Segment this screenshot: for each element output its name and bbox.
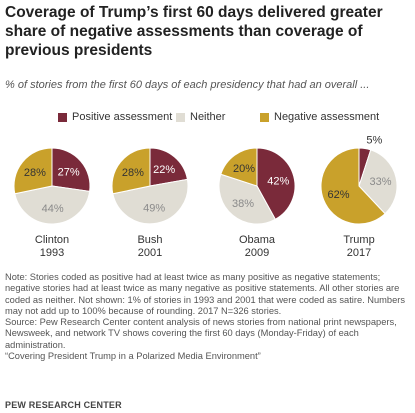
- pie-label-name: Obama: [239, 234, 276, 246]
- pie-label-year: 1993: [40, 247, 64, 259]
- legend: Positive assessment Neither Negative ass…: [0, 111, 415, 127]
- note-text: Note: Stories coded as positive had at l…: [5, 272, 406, 316]
- slice-obama-negative: [220, 147, 258, 187]
- label-obama-negative: 20%: [233, 163, 255, 175]
- label-clinton-negative: 28%: [24, 167, 46, 179]
- label-trump-neither: 33%: [369, 176, 391, 188]
- pie-label-name: Trump: [343, 234, 374, 246]
- label-clinton-neither: 44%: [42, 203, 64, 215]
- report-title: “Covering President Trump in a Polarized…: [5, 351, 261, 362]
- slice-clinton-negative: [13, 147, 53, 195]
- notes: Note: Stories coded as positive had at l…: [5, 272, 415, 362]
- label-clinton-positive: 27%: [58, 167, 80, 179]
- legend-swatch-negative: [260, 112, 269, 122]
- label-obama-positive: 42%: [267, 176, 289, 188]
- slice-bush-positive: [149, 147, 188, 187]
- slice-bush-negative: [111, 147, 151, 195]
- source-org: PEW RESEARCH CENTER: [5, 400, 122, 410]
- slice-obama-neither: [218, 173, 276, 225]
- legend-item-positive: Positive assessment: [58, 111, 172, 123]
- pie-label-name: Clinton: [35, 234, 69, 246]
- label-bush-positive: 22%: [153, 164, 175, 176]
- source-text: Source: Pew Research Center content anal…: [5, 317, 397, 350]
- chart-title: Coverage of Trump’s first 60 days delive…: [5, 4, 383, 59]
- slice-clinton-neither: [14, 185, 91, 225]
- label-obama-neither: 38%: [232, 198, 254, 210]
- legend-label-negative: Negative assessment: [274, 111, 380, 123]
- legend-swatch-neither: [176, 112, 185, 122]
- slice-trump-neither: [358, 149, 398, 215]
- slice-bush-neither: [112, 178, 189, 225]
- legend-swatch-positive: [58, 112, 67, 122]
- label-bush-neither: 49%: [143, 203, 165, 215]
- pie-label-year: 2001: [138, 247, 162, 259]
- pie-label-year: 2017: [347, 247, 371, 259]
- label-trump-positive: 5%: [366, 135, 382, 147]
- legend-item-negative: Negative assessment: [260, 111, 379, 123]
- pie-label-year: 2009: [245, 247, 269, 259]
- slice-trump-negative: [320, 147, 386, 225]
- slice-obama-positive: [256, 147, 296, 220]
- chart-subtitle: % of stories from the first 60 days of e…: [5, 79, 370, 91]
- legend-label-positive: Positive assessment: [72, 111, 173, 123]
- legend-item-neither: Neither: [176, 111, 225, 123]
- slice-clinton-positive: [51, 147, 91, 192]
- label-bush-negative: 28%: [122, 167, 144, 179]
- legend-label-neither: Neither: [190, 111, 226, 123]
- pie-label-name: Bush: [137, 234, 162, 246]
- label-trump-negative: 62%: [327, 189, 349, 201]
